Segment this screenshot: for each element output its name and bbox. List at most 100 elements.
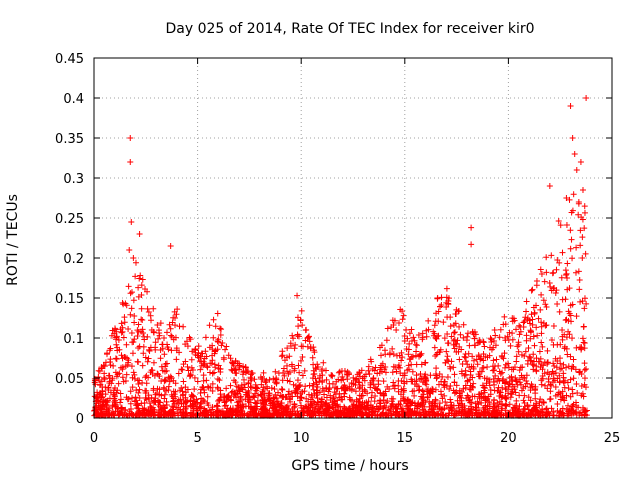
data-point (564, 351, 571, 358)
data-point (561, 343, 568, 350)
data-point (438, 391, 445, 398)
data-point (393, 352, 400, 359)
data-point (171, 308, 178, 315)
data-point (131, 336, 138, 343)
data-point (492, 332, 499, 339)
data-point (118, 320, 125, 327)
data-point (238, 408, 245, 415)
data-point (485, 399, 492, 406)
data-point (188, 391, 195, 398)
data-point (458, 368, 465, 375)
data-point (99, 412, 106, 419)
data-point (470, 364, 477, 371)
data-point (91, 393, 98, 400)
data-point (154, 322, 161, 329)
data-point (145, 309, 152, 316)
data-point (528, 357, 535, 364)
data-point (195, 349, 202, 356)
y-tick-label: 0.15 (55, 292, 84, 307)
data-point (499, 377, 506, 384)
data-point (389, 345, 396, 352)
data-point (567, 245, 574, 252)
data-point (161, 386, 168, 393)
data-point (204, 383, 211, 390)
data-point (497, 389, 504, 396)
data-point (441, 384, 448, 391)
data-point (323, 394, 330, 401)
data-point (569, 386, 576, 393)
data-point (425, 410, 432, 417)
data-point (438, 406, 445, 413)
data-point (142, 354, 149, 361)
data-point (194, 378, 201, 385)
data-point (400, 408, 407, 415)
data-point (106, 347, 113, 354)
data-point (516, 367, 523, 374)
data-point (374, 370, 381, 377)
data-point (543, 254, 550, 261)
data-point (182, 358, 189, 365)
data-point (209, 346, 216, 353)
data-point (471, 335, 478, 342)
data-point (581, 203, 588, 210)
data-point (461, 353, 468, 360)
data-point (214, 384, 221, 391)
data-point (182, 400, 189, 407)
data-point (419, 379, 426, 386)
data-point (396, 364, 403, 371)
data-point (201, 398, 208, 405)
data-point (144, 288, 151, 295)
data-point (480, 364, 487, 371)
outlier-point (571, 151, 578, 157)
data-point (139, 316, 146, 323)
data-point (183, 338, 190, 345)
data-point (156, 332, 163, 339)
data-point (233, 408, 240, 415)
data-point (389, 400, 396, 407)
data-point (320, 359, 327, 366)
data-point (446, 386, 453, 393)
data-point (199, 350, 206, 357)
data-point (157, 355, 164, 362)
data-point (209, 370, 216, 377)
data-point (118, 352, 125, 359)
data-point (355, 379, 362, 386)
data-point (296, 369, 303, 376)
data-point (262, 379, 269, 386)
data-point (298, 307, 305, 314)
data-point (581, 340, 588, 347)
data-point (565, 385, 572, 392)
data-point (422, 359, 429, 366)
data-point (279, 386, 286, 393)
data-point (221, 402, 228, 409)
data-point (295, 323, 302, 330)
data-point (335, 403, 342, 410)
data-point (228, 366, 235, 373)
data-point (532, 395, 539, 402)
data-point (411, 381, 418, 388)
data-point (125, 395, 132, 402)
data-point (211, 361, 218, 368)
data-point (294, 332, 301, 339)
data-point (296, 397, 303, 404)
data-point (556, 372, 563, 379)
data-point (301, 388, 308, 395)
data-point (201, 360, 208, 367)
data-point (490, 376, 497, 383)
outlier-point (563, 195, 570, 201)
data-point (354, 405, 361, 412)
data-point (510, 405, 517, 412)
data-point (201, 355, 208, 362)
data-point (202, 334, 209, 341)
data-point (109, 377, 116, 384)
data-point (475, 391, 482, 398)
data-point (467, 408, 474, 415)
data-point (335, 410, 342, 417)
data-point (142, 395, 149, 402)
data-point (129, 374, 136, 381)
data-point (159, 345, 166, 352)
data-point (197, 400, 204, 407)
data-point (513, 326, 520, 333)
data-point (197, 353, 204, 360)
data-point (559, 326, 566, 333)
